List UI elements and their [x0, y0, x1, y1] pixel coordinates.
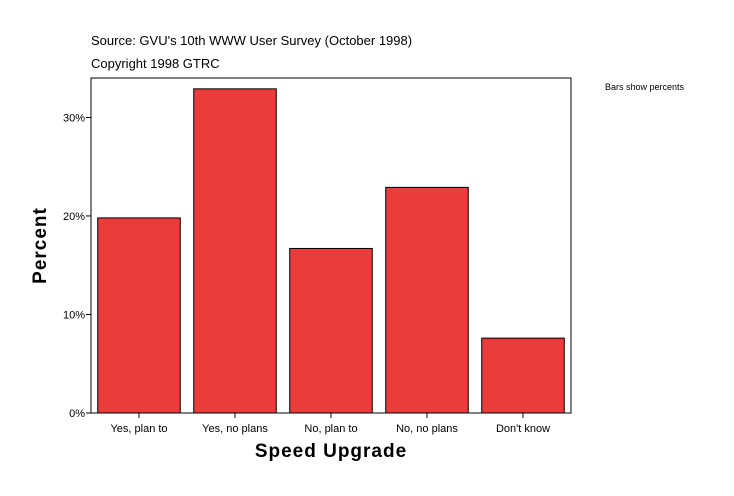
bars-note: Bars show percents	[605, 82, 685, 92]
x-axis-title: Speed Upgrade	[255, 441, 407, 462]
bar	[385, 186, 469, 414]
x-tick-label: Don't know	[496, 423, 550, 435]
x-tick-label: No, plan to	[304, 423, 357, 435]
bar	[289, 247, 373, 414]
y-tick-label: 0%	[69, 408, 85, 420]
x-tick-label: Yes, plan to	[110, 423, 167, 435]
bar	[193, 88, 277, 414]
y-tick-label: 10%	[63, 309, 85, 321]
x-tick-label: Yes, no plans	[202, 423, 268, 435]
y-tick-label: 30%	[63, 112, 85, 124]
y-axis-title: Percent	[30, 207, 51, 284]
x-tick-label: No, no plans	[396, 423, 458, 435]
source-caption: Source: GVU's 10th WWW User Survey (Octo…	[91, 33, 413, 48]
bar	[97, 217, 181, 414]
bar	[481, 337, 565, 414]
copyright-caption: Copyright 1998 GTRC	[91, 56, 220, 71]
y-tick-label: 20%	[63, 211, 85, 223]
